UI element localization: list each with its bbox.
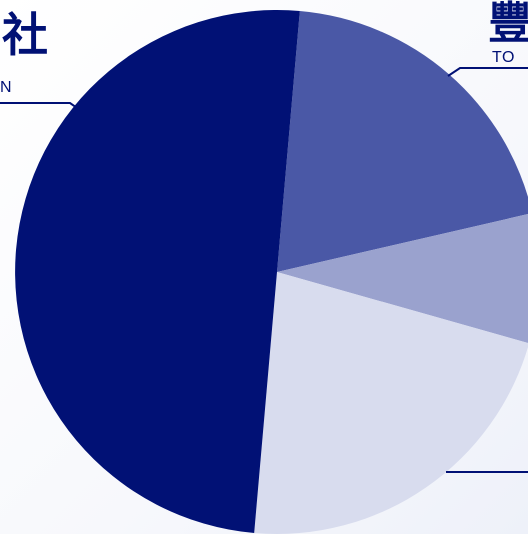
leader-line-top-left: [0, 102, 81, 111]
pie-slice-4: [15, 10, 300, 534]
top-right-label-en: TO: [492, 49, 515, 66]
pie-slice-1: [277, 10, 528, 272]
top-left-label-cjk: 社: [2, 8, 48, 62]
top-right-label-cjk: 豐: [488, 0, 528, 49]
pie-slice-2: [277, 214, 528, 344]
top-left-label-en: N: [0, 79, 13, 96]
leader-line-top-right: [447, 67, 528, 77]
pie-slices: [15, 10, 528, 534]
pie-slice-3: [254, 272, 528, 534]
